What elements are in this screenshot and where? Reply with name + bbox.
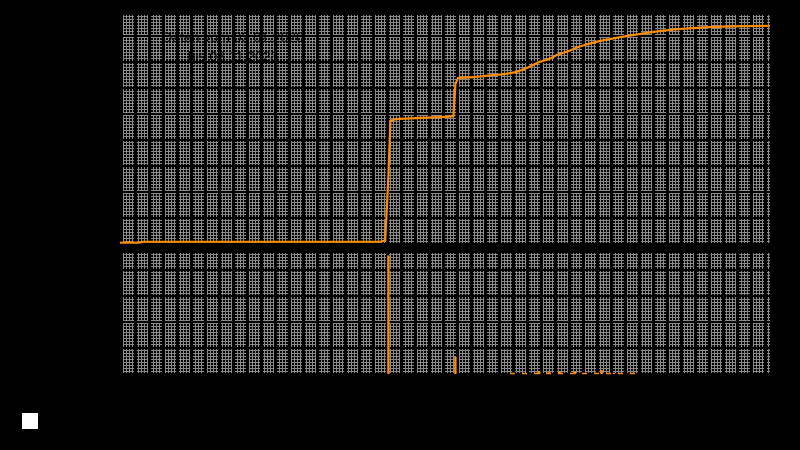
chart-panel-cumulative	[120, 15, 770, 245]
cumulative-chart-svg	[120, 24, 770, 244]
increment-chart-svg	[387, 255, 640, 375]
increment-impulses	[387, 255, 640, 375]
chart-panel-increments	[120, 253, 770, 375]
cumulative-line	[120, 24, 770, 244]
legend-marker-square	[22, 413, 38, 429]
